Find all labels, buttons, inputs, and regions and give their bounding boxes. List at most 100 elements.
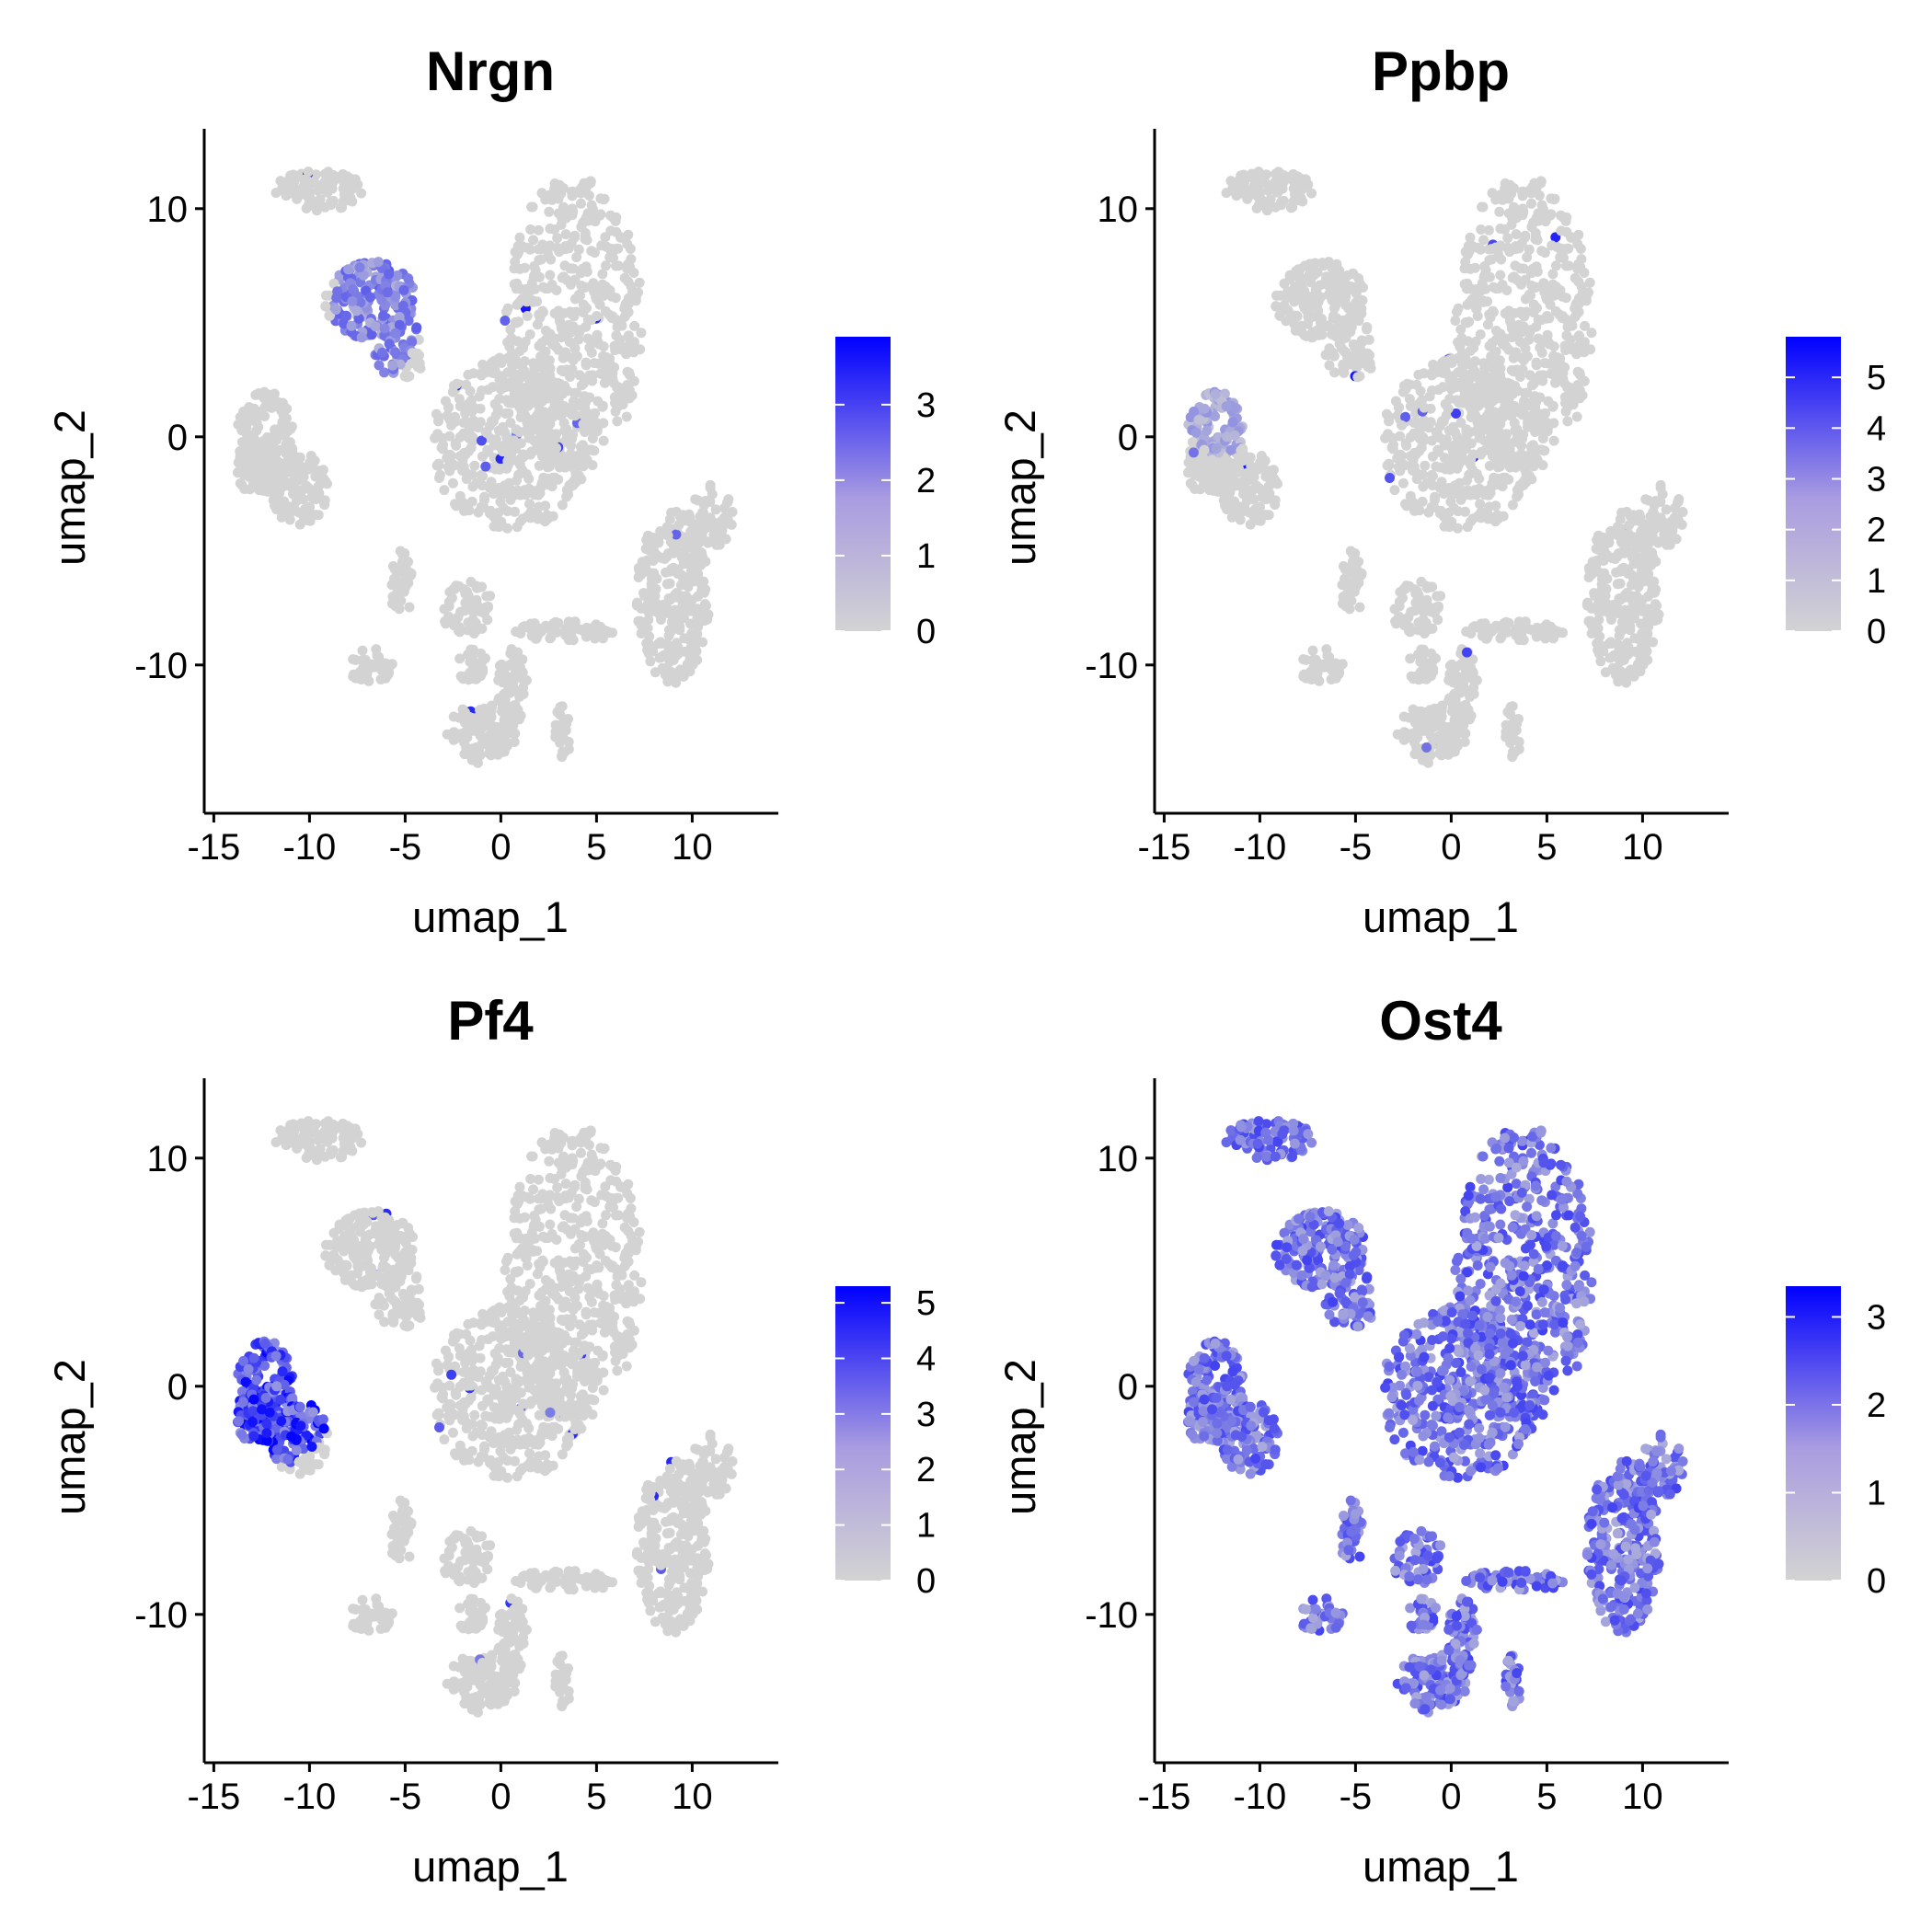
cell-point [373, 257, 384, 268]
cell-point [1451, 408, 1461, 419]
cell-point [1422, 601, 1433, 612]
cell-point [351, 654, 361, 665]
cell-point [1556, 210, 1567, 221]
cell-point [1503, 617, 1514, 628]
cell-point [556, 320, 567, 331]
cell-point [1389, 485, 1400, 496]
cell-point [611, 226, 622, 237]
cell-point [394, 319, 405, 330]
cell-point [1226, 466, 1237, 477]
cell-point [521, 292, 532, 302]
cell-point [622, 1329, 633, 1340]
cell-point [1390, 615, 1401, 627]
cell-point [610, 345, 621, 355]
cell-point [1495, 328, 1506, 339]
cell-point [1505, 410, 1516, 421]
cell-point [1302, 305, 1313, 316]
cell-point [1444, 744, 1455, 755]
cell-point [352, 179, 363, 190]
cell-point [1542, 311, 1552, 321]
cell-point [1587, 557, 1598, 568]
cell-point [671, 506, 682, 517]
cell-point [1673, 515, 1684, 526]
cell-point [1520, 230, 1531, 241]
cell-point [1307, 645, 1318, 656]
cell-point [549, 183, 560, 194]
cell-point [1451, 661, 1462, 673]
cell-point [279, 430, 290, 441]
cell-point [636, 619, 647, 630]
cell-point [1454, 397, 1465, 408]
cell-point [1462, 647, 1472, 658]
cell-point [629, 320, 640, 331]
cell-point [1513, 736, 1524, 747]
cell-point [574, 624, 585, 635]
cell-point [1621, 506, 1632, 517]
colorbar-label: 0 [916, 613, 936, 651]
cell-point [494, 394, 505, 404]
cell-point [1334, 339, 1345, 350]
cell-point [1511, 347, 1522, 358]
cell-point [568, 206, 579, 217]
cell-point [723, 494, 734, 505]
cell-point [1661, 504, 1672, 515]
cell-point [1546, 209, 1557, 220]
cell-point [1459, 737, 1470, 747]
cell-point [1475, 244, 1486, 255]
cell-point [549, 399, 560, 410]
cell-point [1214, 457, 1225, 468]
cell-point [514, 346, 525, 356]
cell-point [601, 260, 611, 271]
cell-point [390, 292, 401, 302]
cell-point [1409, 584, 1420, 594]
cell-point [569, 230, 581, 241]
cell-point [682, 659, 693, 670]
cell-point [264, 457, 275, 468]
cell-point [390, 328, 401, 339]
cell-point [647, 644, 658, 655]
cell-point [464, 505, 475, 516]
colorbar-label: 1 [1867, 562, 1886, 601]
cell-point [1457, 360, 1468, 371]
cell-point [1363, 362, 1374, 373]
cell-point [1419, 720, 1430, 731]
cell-point [521, 675, 532, 685]
cell-point [1466, 283, 1477, 294]
cell-point [1260, 178, 1271, 189]
cell-point [485, 735, 496, 746]
cell-point [1609, 665, 1620, 676]
cell-point [494, 733, 505, 744]
cell-point [357, 663, 368, 674]
cell-point [1246, 471, 1257, 482]
cell-point [538, 407, 549, 418]
cell-point [611, 330, 622, 341]
cell-point [1528, 299, 1539, 310]
cell-point [1562, 391, 1573, 402]
cell-point [294, 452, 305, 463]
cell-point [1384, 458, 1395, 469]
cell-point [1435, 735, 1446, 746]
x-tick-label: 0 [490, 827, 511, 868]
cell-point [1464, 710, 1475, 721]
cell-point [698, 576, 709, 587]
cell-point [1653, 609, 1664, 620]
cell-point [523, 483, 535, 494]
cell-point [322, 187, 333, 198]
cell-point [576, 281, 587, 291]
cell-point [1303, 179, 1314, 190]
cell-point [395, 546, 406, 557]
cell-point [439, 485, 450, 496]
cell-point [1419, 670, 1429, 681]
cell-point [690, 638, 701, 650]
cell-point [545, 363, 556, 374]
cell-point [502, 1252, 513, 1263]
cell-point [1495, 419, 1506, 430]
cell-point [573, 1193, 584, 1204]
cell-point [477, 663, 489, 674]
cell-point [619, 311, 630, 322]
cell-point [501, 523, 512, 534]
cell-point [606, 291, 617, 302]
cell-point [1298, 284, 1309, 295]
cell-point [1484, 399, 1495, 410]
